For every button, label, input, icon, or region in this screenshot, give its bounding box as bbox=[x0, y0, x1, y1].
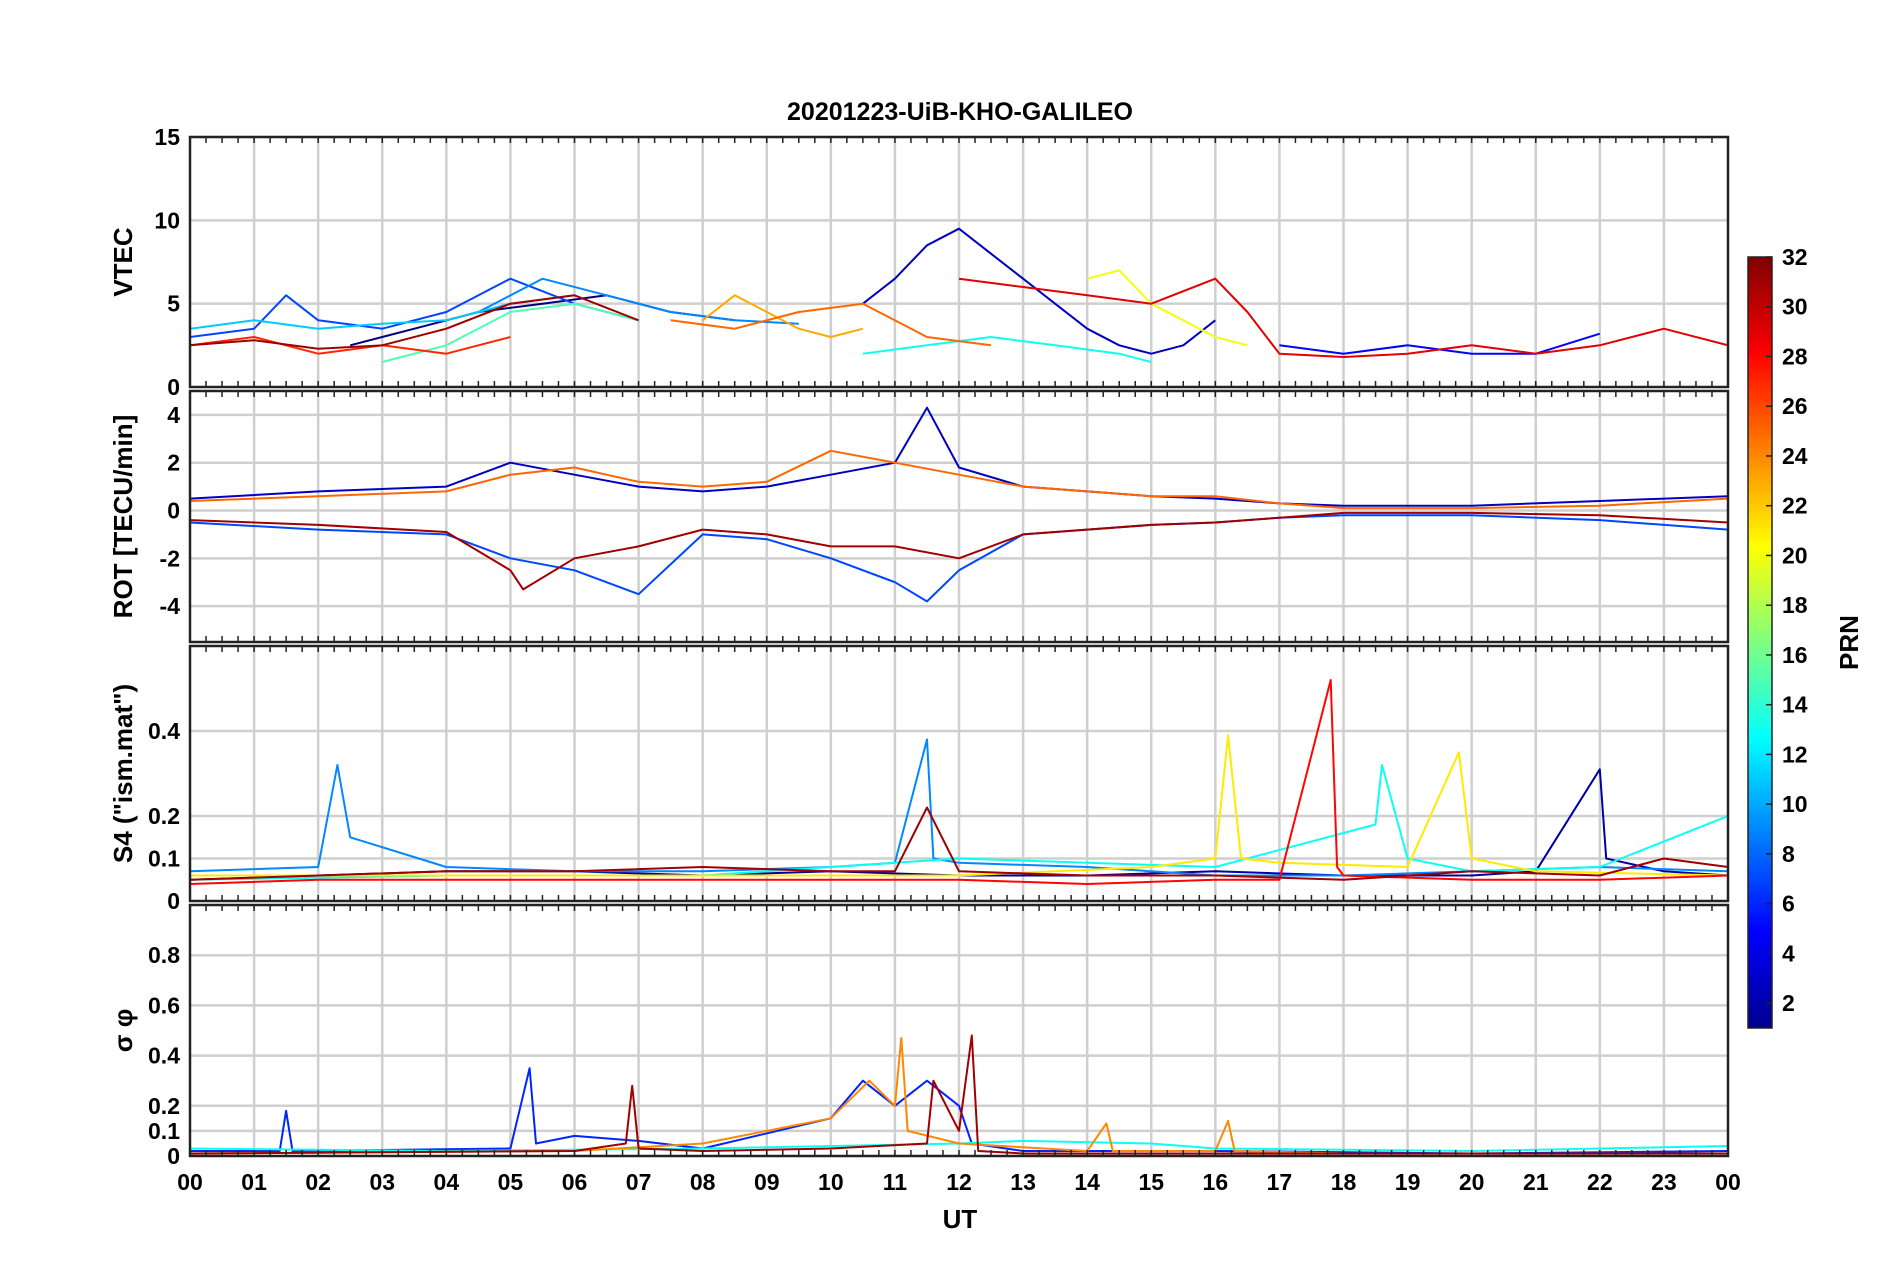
series-prn-28 bbox=[190, 679, 1728, 885]
colorbar-tick-label: 22 bbox=[1782, 493, 1808, 519]
x-tick-label: 18 bbox=[1331, 1169, 1357, 1195]
y-axis-label-vtec: VTEC bbox=[108, 227, 138, 297]
x-axis: 00 01 02 03 04 05 06 07 08 09 10 11 12 13 14 15 16 17 18 19… bbox=[177, 1169, 1741, 1195]
series-prn-23 bbox=[702, 294, 864, 338]
series-prn-9 bbox=[477, 277, 799, 325]
colorbar-tick-label: 2 bbox=[1782, 990, 1795, 1016]
y-tick-label: -2 bbox=[160, 545, 180, 571]
y-tick-label: 0.2 bbox=[148, 803, 180, 829]
colorbar-tick-label: 12 bbox=[1782, 741, 1808, 767]
series-group bbox=[190, 406, 1728, 603]
colorbar-tick-label: 32 bbox=[1782, 244, 1808, 270]
series-prn-3 bbox=[862, 227, 1216, 355]
colorbar-tick-label: 14 bbox=[1782, 692, 1808, 718]
x-tick-label: 11 bbox=[883, 1169, 908, 1195]
series-prn-29 bbox=[958, 277, 1728, 358]
colorbar-tick-label: 10 bbox=[1782, 791, 1808, 817]
x-tick-label: 13 bbox=[1010, 1169, 1036, 1195]
x-tick-label: 03 bbox=[369, 1169, 395, 1195]
series-prn-13 bbox=[862, 336, 1152, 363]
series-group bbox=[190, 679, 1728, 885]
y-tick-label: 0 bbox=[167, 498, 180, 524]
series-prn-25 bbox=[190, 449, 1728, 510]
panel-rot: -4 -2 0 2 4 ROT [TECU/min] bbox=[108, 389, 1730, 644]
colorbar-tick-label: 8 bbox=[1782, 841, 1795, 867]
colorbar-tick-label: 20 bbox=[1782, 542, 1808, 568]
x-tick-label: 09 bbox=[754, 1169, 780, 1195]
series-prn-31 bbox=[190, 294, 639, 350]
y-tick-label: 0 bbox=[167, 888, 180, 914]
panel-sigma_phi: 00.10.2 0.4 0.6 0.8 σ φ bbox=[108, 903, 1730, 1169]
x-tick-label: 00 bbox=[177, 1169, 203, 1195]
series-prn-25 bbox=[670, 302, 992, 347]
series-prn-24 bbox=[190, 1037, 1728, 1155]
x-tick-label: 17 bbox=[1267, 1169, 1293, 1195]
y-tick-label: 0.6 bbox=[148, 992, 180, 1018]
y-tick-label: 4 bbox=[167, 402, 180, 428]
x-tick-label: 02 bbox=[305, 1169, 331, 1195]
y-tick-label: 2 bbox=[167, 450, 180, 476]
y-tick-label: 0.4 bbox=[148, 718, 180, 744]
x-tick-label: 05 bbox=[498, 1169, 524, 1195]
colorbar-tick-label: 16 bbox=[1782, 642, 1808, 668]
colorbar-tick-label: 18 bbox=[1782, 592, 1808, 618]
y-tick-label: 5 bbox=[167, 291, 180, 317]
series-prn-3 bbox=[190, 406, 1728, 507]
series-prn-27 bbox=[190, 336, 511, 355]
series-prn-7 bbox=[190, 277, 639, 338]
series-prn-7 bbox=[190, 514, 1728, 603]
colorbar-gradient bbox=[1747, 256, 1773, 1029]
x-tick-label: 10 bbox=[818, 1169, 844, 1195]
x-tick-label: 22 bbox=[1587, 1169, 1613, 1195]
y-tick-label: 0.8 bbox=[148, 942, 180, 968]
x-tick-label: 21 bbox=[1523, 1169, 1549, 1195]
y-tick-label: -4 bbox=[160, 593, 181, 619]
y-tick-label: 0.2 bbox=[148, 1093, 180, 1119]
x-tick-label: 04 bbox=[434, 1169, 460, 1195]
colorbar-tick-label: 28 bbox=[1782, 343, 1808, 369]
y-tick-label: 10 bbox=[154, 207, 180, 233]
x-tick-label: 19 bbox=[1395, 1169, 1421, 1195]
colorbar-tick-label: 6 bbox=[1782, 891, 1795, 917]
y-tick-label: 0.1 bbox=[148, 846, 180, 872]
chart-title: 20201223-UiB-KHO-GALILEO bbox=[787, 98, 1133, 126]
colorbar-tick-label: 4 bbox=[1782, 940, 1795, 966]
x-tick-label: 12 bbox=[946, 1169, 972, 1195]
x-tick-label: 16 bbox=[1203, 1169, 1229, 1195]
series-prn-20 bbox=[1086, 269, 1248, 347]
x-tick-label: 15 bbox=[1138, 1169, 1164, 1195]
x-axis-label: UT bbox=[943, 1204, 978, 1234]
colorbar-tick-label: 26 bbox=[1782, 393, 1808, 419]
x-tick-label: 08 bbox=[690, 1169, 716, 1195]
x-tick-label: 14 bbox=[1074, 1169, 1100, 1195]
series-prn-21 bbox=[190, 734, 1728, 877]
y-tick-label: 0 bbox=[167, 374, 180, 400]
series-group bbox=[190, 227, 1728, 363]
y-tick-label: 0.4 bbox=[148, 1043, 180, 1069]
series-prn-9 bbox=[190, 738, 1728, 877]
x-tick-label: 01 bbox=[241, 1169, 267, 1195]
y-tick-label: 15 bbox=[154, 124, 180, 150]
series-prn-31 bbox=[190, 511, 1728, 591]
y-axis-label-rot: ROT [TECU/min] bbox=[108, 415, 138, 619]
x-tick-label: 07 bbox=[626, 1169, 652, 1195]
series-prn-13 bbox=[190, 1139, 1728, 1152]
panel-vtec: 0 5 10 15 VTEC bbox=[108, 124, 1730, 400]
colorbar-tick-label: 24 bbox=[1782, 443, 1808, 469]
colorbar-label: PRN bbox=[1834, 615, 1864, 670]
x-tick-label: 00 bbox=[1715, 1169, 1741, 1195]
x-tick-label: 23 bbox=[1651, 1169, 1677, 1195]
colorbar-tick-label: 30 bbox=[1782, 294, 1808, 320]
x-tick-label: 06 bbox=[562, 1169, 588, 1195]
y-tick-label: 0 bbox=[167, 1143, 180, 1169]
x-tick-label: 20 bbox=[1459, 1169, 1485, 1195]
panel-s4: 0 0.1 0.2 0.4 S4 ("ism.mat") bbox=[108, 644, 1730, 914]
y-tick-label: 0.1 bbox=[148, 1118, 180, 1144]
y-axis-label-sigma_phi: σ φ bbox=[108, 1009, 138, 1053]
y-axis-label-s4: S4 ("ism.mat") bbox=[108, 684, 138, 863]
series-prn-31 bbox=[190, 806, 1728, 881]
